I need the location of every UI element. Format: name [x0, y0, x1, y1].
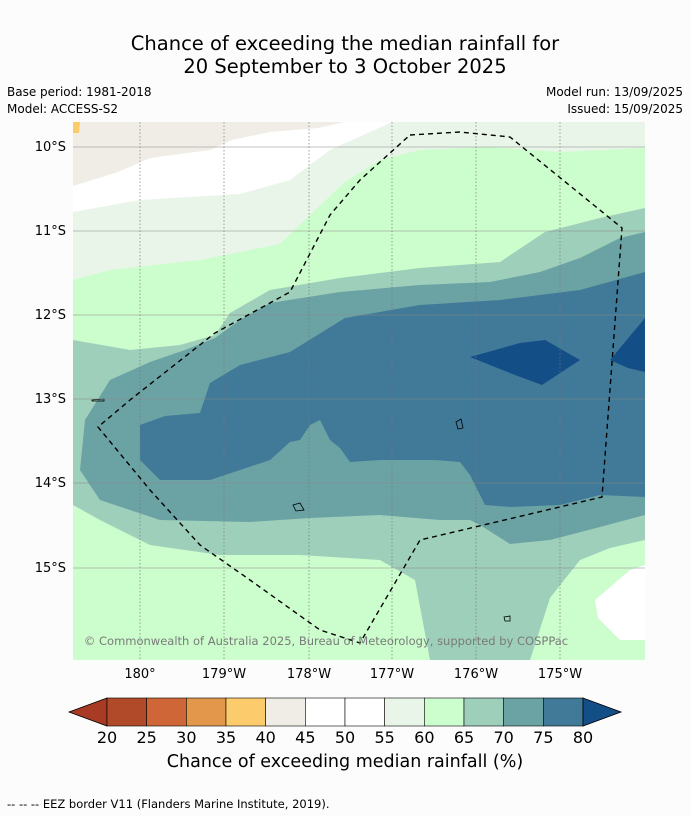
band-80-plus-b — [610, 318, 645, 372]
colorbar-tick-45: 45 — [295, 728, 316, 747]
colorbar-segment-30-35 — [186, 697, 227, 727]
colorbar-tick-35: 35 — [215, 728, 237, 747]
issued-date: Issued: 15/09/2025 — [567, 102, 683, 116]
lon-label-180: 180° — [124, 667, 155, 682]
eez-border — [97, 131, 623, 644]
colorbar-extend-low — [67, 697, 108, 727]
colorbar-segment-70-75 — [503, 697, 544, 727]
graticule — [73, 146, 645, 569]
lat-labels: 10°S 11°S 12°S 13°S 14°S 15°S — [35, 140, 66, 576]
colorbar-tick-80: 80 — [572, 728, 594, 747]
footer-note: -- -- -- EEZ border V11 (Flanders Marine… — [7, 797, 330, 811]
meta-left: Base period: 1981-2018 Model: ACCESS-S2 — [7, 84, 152, 118]
colorbar-extend-high — [582, 697, 623, 727]
lon-labels: 180° 179°W 178°W 177°W 176°W 175°W — [124, 667, 582, 682]
model-run: Model run: 13/09/2025 — [545, 85, 683, 99]
base-period: Base period: 1981-2018 — [7, 85, 152, 99]
colorbar-segment-50-55 — [344, 697, 385, 727]
lon-label-177w: 177°W — [370, 667, 414, 682]
colorbar-tick-40: 40 — [255, 728, 276, 747]
colorbar-segment-35-40 — [225, 697, 266, 727]
island-4 — [91, 398, 105, 402]
colorbar-segment-20-25 — [106, 697, 147, 727]
island-2 — [292, 502, 305, 512]
meta-right: Model run: 13/09/2025 Issued: 15/09/2025 — [546, 84, 683, 118]
colorbar-segment-25-30 — [146, 697, 187, 727]
colorbar-segment-75-80 — [543, 697, 584, 727]
island-3 — [503, 615, 511, 622]
lon-label-176w: 176°W — [454, 667, 498, 682]
lon-label-178w: 178°W — [287, 667, 331, 682]
colorbar-title: Chance of exceeding median rainfall (%) — [166, 752, 524, 772]
lat-label-13s: 13°S — [35, 392, 66, 407]
colorbar-segment-65-70 — [463, 697, 504, 727]
colorbar-segment-45-50 — [305, 697, 346, 727]
island-1 — [455, 418, 464, 430]
colorbar-segment-40-45 — [265, 697, 306, 727]
colorbar-tick-20: 20 — [96, 728, 118, 747]
map-title-line2: 20 September to 3 October 2025 — [183, 55, 507, 78]
colorbar-tick-30: 30 — [176, 728, 197, 747]
colorbar-tick-75: 75 — [533, 728, 554, 747]
lat-label-14s: 14°S — [35, 476, 66, 491]
lat-label-12s: 12°S — [35, 308, 66, 323]
colorbar-tick-50: 50 — [334, 728, 356, 747]
colorbar-tick-70: 70 — [493, 728, 514, 747]
band-40-45 — [73, 122, 345, 186]
lat-label-10s: 10°S — [35, 140, 66, 155]
colorbar-tick-65: 65 — [453, 728, 475, 747]
colorbar-segment-55-60 — [384, 697, 425, 727]
band-75-80 — [140, 272, 645, 507]
meridians — [139, 122, 561, 660]
model-name: Model: ACCESS-S2 — [7, 102, 119, 116]
lat-label-11s: 11°S — [35, 224, 66, 239]
band-80-plus-a — [470, 340, 580, 385]
colorbar-tick-60: 60 — [414, 728, 435, 747]
colorbar-tick-55: 55 — [374, 728, 395, 747]
lat-label-15s: 15°S — [35, 561, 66, 576]
band-55-60-se — [595, 565, 645, 640]
colorbar-segment-60-65 — [424, 697, 465, 727]
map-title-line1: Chance of exceeding the median rainfall … — [130, 32, 560, 55]
colorbar-tick-25: 25 — [136, 728, 157, 747]
colorbar — [67, 697, 623, 727]
band-30-35-corner — [73, 122, 80, 133]
map-field — [73, 122, 645, 660]
copyright-text: © Commonwealth of Australia 2025, Bureau… — [84, 634, 568, 648]
lon-label-179w: 179°W — [202, 667, 246, 682]
lon-label-175w: 175°W — [538, 667, 582, 682]
